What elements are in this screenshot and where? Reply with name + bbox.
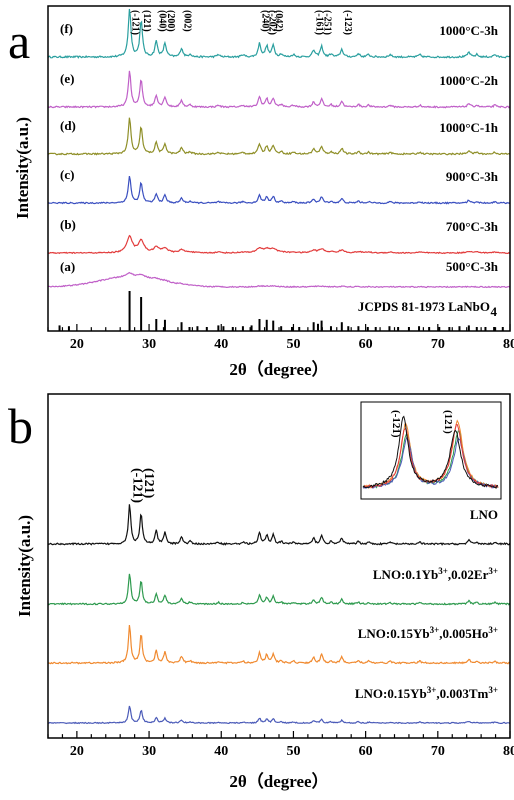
peak-label-a-9: (-251) bbox=[322, 10, 333, 35]
peak-label-b-0: (-121) bbox=[130, 468, 145, 503]
peak-label-a-2: (040) bbox=[156, 10, 167, 32]
trace-name-d: 1000°C-1h bbox=[439, 120, 498, 135]
trace-tag-b: (b) bbox=[60, 217, 76, 232]
inset-traces bbox=[362, 415, 499, 490]
panel-a-tick-label-50: 50 bbox=[286, 337, 300, 352]
reference-label: JCPDS 81-1973 LaNbO bbox=[358, 299, 490, 314]
inset-peak-label-0: (-121) bbox=[390, 410, 402, 438]
panel-a-tick-label-60: 60 bbox=[359, 337, 373, 352]
trace-name-b: 700°C-3h bbox=[446, 219, 499, 234]
panel-b-tick-label-60: 60 bbox=[359, 744, 373, 759]
panel-b-ylabel: Intensity(a.u.) bbox=[15, 515, 34, 617]
trace-d bbox=[47, 117, 510, 156]
trace-tag-a: (a) bbox=[60, 259, 75, 274]
trace-tm bbox=[48, 705, 511, 725]
panel-b-tick-label-70: 70 bbox=[431, 744, 445, 759]
peak-label-a-5: (240) bbox=[260, 10, 271, 32]
panel-a-tick-label-20: 20 bbox=[70, 337, 84, 352]
inset-trace-4 bbox=[362, 415, 499, 489]
panel-a-traces bbox=[47, 8, 511, 289]
trace-name-a: 500°C-3h bbox=[446, 259, 499, 274]
peak-label-a-10: (-123) bbox=[342, 10, 353, 35]
inset-peak-label-1: (121) bbox=[442, 410, 454, 434]
trace-b bbox=[47, 234, 511, 255]
trace-name-tm: LNO:0.15Yb3+,0.003Tm3+ bbox=[355, 685, 498, 701]
panel-b-tick-label-40: 40 bbox=[214, 744, 228, 759]
trace-c bbox=[47, 175, 511, 205]
trace-name-f: 1000°C-3h bbox=[439, 23, 498, 38]
panel-b: b LNO LNO:0.1Yb3+,0.02Er3+ LNO:0.15Yb3+,0.… bbox=[8, 393, 514, 791]
trace-tag-d: (d) bbox=[60, 118, 76, 133]
trace-tag-e: (e) bbox=[60, 71, 74, 86]
panel-a-trace-labels: (f) 1000°C-3h (e) 1000°C-2h (d) 1000°C-1h (c) 9… bbox=[60, 21, 499, 319]
peak-label-a-8: (-161) bbox=[314, 10, 325, 35]
peak-label-a-1: (121) bbox=[141, 10, 152, 32]
trace-ho bbox=[47, 625, 511, 665]
panel-b-inset: (-121) (121) bbox=[360, 401, 502, 500]
trace-name-ho: LNO:0.15Yb3+,0.005Ho3+ bbox=[358, 625, 498, 641]
trace-name-er: LNO:0.1Yb3+,0.02Er3+ bbox=[373, 566, 498, 582]
panel-b-tick-label-30: 30 bbox=[142, 744, 156, 759]
panel-b-tick-label-20: 20 bbox=[70, 744, 84, 759]
panel-b-letter: b bbox=[8, 398, 33, 454]
peak-label-b-1: (121) bbox=[141, 468, 156, 499]
peak-label-a-4: (002) bbox=[182, 10, 193, 32]
panel-b-traces bbox=[47, 504, 511, 725]
reference-label-subscript: 4 bbox=[491, 304, 498, 319]
panel-b-xlabel: 2θ（degree） bbox=[229, 771, 328, 791]
panel-b-trace-labels: LNO LNO:0.1Yb3+,0.02Er3+ LNO:0.15Yb3+,0.00… bbox=[355, 507, 498, 701]
trace-tag-c: (c) bbox=[60, 167, 74, 182]
trace-tag-f: (f) bbox=[60, 21, 73, 36]
peak-label-a-6: (-202) bbox=[267, 10, 278, 35]
trace-a bbox=[47, 271, 511, 289]
panel-a-x-ticks: 20 30 40 50 60 70 80 bbox=[47, 324, 514, 352]
trace-f bbox=[47, 8, 510, 59]
panel-b-x-ticks: 20 30 40 50 60 70 80 bbox=[47, 731, 514, 759]
panel-a-tick-label-70: 70 bbox=[431, 337, 445, 352]
peak-label-a-3: (200) bbox=[165, 10, 176, 32]
trace-name-e: 1000°C-2h bbox=[439, 73, 498, 88]
trace-er bbox=[47, 573, 511, 606]
panel-a-tick-label-80: 80 bbox=[503, 337, 514, 352]
panel-a-tick-label-40: 40 bbox=[214, 337, 228, 352]
trace-e bbox=[47, 70, 511, 109]
trace-name-c: 900°C-3h bbox=[446, 169, 499, 184]
inset-peak-labels: (-121) (121) bbox=[390, 410, 454, 438]
panel-a-peak-labels: (-121) (121) (040)(200) (002) (240)(-202)(04… bbox=[130, 10, 353, 35]
peak-label-a-0: (-121) bbox=[130, 10, 141, 35]
peak-label-a-7: (042) bbox=[273, 10, 284, 32]
panel-a-letter: a bbox=[8, 13, 30, 69]
trace-lno bbox=[47, 504, 511, 546]
panel-a: a (f) 1000°C-3h (e) 1000°C-2h (d) 1000°C-1h (c… bbox=[8, 5, 514, 379]
panel-a-tick-label-30: 30 bbox=[142, 337, 156, 352]
panel-b-peak-labels: (-121)(121) bbox=[130, 468, 157, 503]
panel-a-xlabel: 2θ（degree） bbox=[229, 359, 328, 379]
panel-a-ylabel: Intensity(a.u.) bbox=[13, 117, 32, 219]
trace-name-lno: LNO bbox=[470, 507, 498, 522]
panel-b-tick-label-80: 80 bbox=[503, 744, 514, 759]
panel-b-tick-label-50: 50 bbox=[286, 744, 300, 759]
